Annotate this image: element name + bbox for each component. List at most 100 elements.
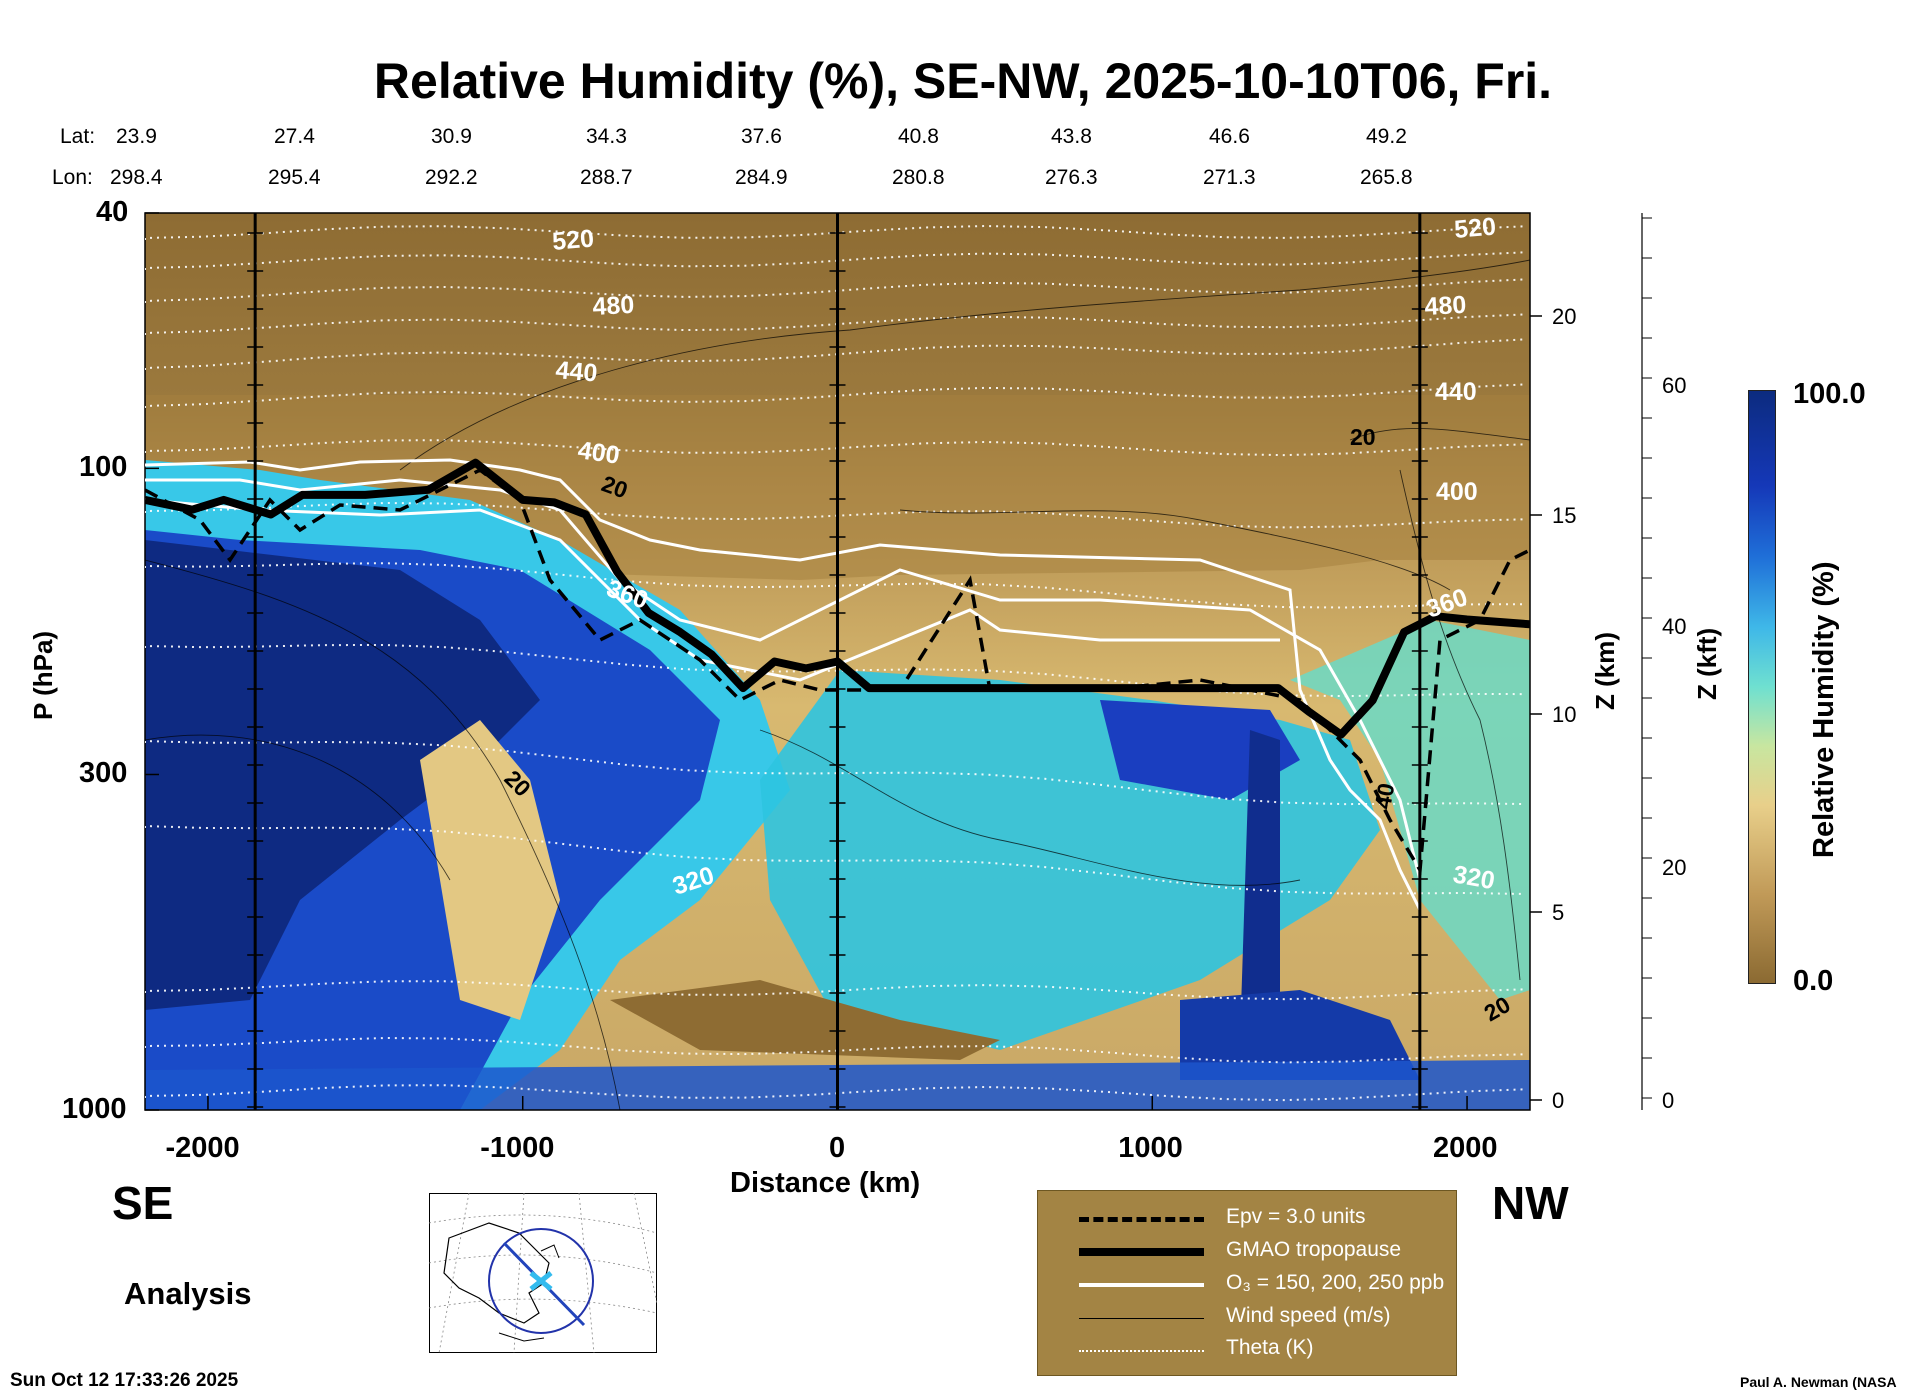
lon-value: 288.7 [580, 166, 633, 189]
theta-contour [145, 439, 1526, 457]
theta-contour [145, 224, 1526, 240]
z-kft-tick-label: 60 [1662, 373, 1687, 398]
lon-value: 295.4 [268, 166, 321, 189]
z-km-tick-label: 15 [1552, 503, 1577, 528]
footer-timestamp: Sun Oct 12 17:33:26 2025 [10, 1370, 239, 1391]
x-tick-label: 2000 [1433, 1132, 1498, 1164]
theta-contour [145, 313, 1526, 335]
map-frame [429, 1193, 657, 1353]
lat-label: Lat: [60, 125, 96, 148]
legend: Epv = 3.0 units GMAO tropopause O₃ = 150… [1037, 1190, 1457, 1376]
y-tick-label: 300 [79, 757, 128, 790]
lat-value: 30.9 [431, 125, 472, 148]
reference-verticals [247, 213, 1428, 1110]
wind-contour [899, 509, 1451, 591]
rh-moist-region-nw [1290, 620, 1530, 1000]
ozone-contour [145, 498, 1280, 682]
theta-contour [145, 824, 1526, 895]
z-kft-tick-label: 0 [1662, 1088, 1675, 1113]
lat-value: 49.2 [1366, 125, 1407, 148]
theta-label: 400 [1436, 478, 1478, 506]
x-tick-label: -1000 [480, 1132, 555, 1164]
lat-value: 27.4 [274, 125, 315, 148]
colorbar-max-label: 100.0 [1793, 378, 1866, 410]
theta-label: 440 [1435, 378, 1477, 406]
z-kft-axis-label: Z (kft) [1692, 627, 1722, 700]
epv-contour-path [145, 467, 1530, 876]
lat-value: 34.3 [586, 125, 627, 148]
colorbar-label: Relative Humidity (%) [1808, 561, 1840, 859]
wind-contour [399, 259, 1530, 471]
theta-label: 400 [576, 436, 621, 470]
lat-value: 43.8 [1051, 125, 1092, 148]
map-center-mark-cross [529, 1271, 553, 1291]
lon-value: 298.4 [110, 166, 163, 189]
theta-contour [145, 643, 1526, 698]
z-km-axis-label: Z (km) [1590, 632, 1620, 710]
legend-label: GMAO tropopause [1226, 1238, 1402, 1261]
x-tick-label: 1000 [1118, 1132, 1183, 1164]
locator-map [429, 1193, 657, 1353]
direction-nw-label: NW [1492, 1177, 1569, 1229]
z-km-tick-label: 0 [1552, 1088, 1565, 1113]
colorbar-min-label: 0.0 [1793, 965, 1834, 997]
theta-label: 480 [1424, 291, 1467, 321]
wind-contour [145, 559, 621, 1110]
wind-label: 40 [1369, 781, 1399, 811]
theta-contour [145, 278, 1526, 303]
lon-value: 276.3 [1045, 166, 1098, 189]
legend-swatch-white [1079, 1283, 1204, 1287]
legend-item-wind: Wind speed (m/s) [1038, 1304, 1456, 1334]
lat-value: 37.6 [741, 125, 782, 148]
axis-ticks [145, 212, 1542, 1111]
map-coastline [443, 1222, 550, 1324]
legend-label: Epv = 3.0 units [1226, 1205, 1366, 1228]
theta-contour [145, 1036, 1526, 1064]
ozone-contour [145, 458, 1422, 911]
y-tick-label: 100 [79, 451, 128, 484]
legend-label: Wind speed (m/s) [1226, 1304, 1391, 1327]
rh-wet-boundary-layer [1180, 990, 1420, 1080]
theta-label: 480 [592, 291, 635, 321]
map-coastline-ne [540, 1244, 560, 1259]
legend-label: O₃ = 150, 200, 250 ppb [1226, 1271, 1445, 1294]
lon-value: 284.9 [735, 166, 788, 189]
map-graticule [429, 1193, 657, 1353]
legend-item-tropopause: GMAO tropopause [1038, 1238, 1456, 1268]
legend-item-epv: Epv = 3.0 units [1038, 1205, 1456, 1235]
map-range-circle [488, 1228, 594, 1334]
z-kft-tick-label: 20 [1662, 855, 1687, 880]
lat-value: 40.8 [898, 125, 939, 148]
chart-title: Relative Humidity (%), SE-NW, 2025-10-10… [373, 53, 1553, 109]
theta-contour [145, 1084, 1526, 1102]
legend-swatch-thin [1079, 1318, 1204, 1319]
theta-label: 440 [554, 356, 598, 388]
wind-contour [145, 734, 451, 881]
theta-contour [145, 501, 1526, 529]
theta-label: 520 [551, 224, 595, 256]
theta-label: 520 [1453, 212, 1497, 244]
wind-contour [1349, 428, 1530, 441]
legend-swatch-dashed [1079, 1217, 1204, 1222]
rh-dry-pocket [610, 980, 1000, 1060]
colorbar [1748, 390, 1776, 984]
y-tick-label: 40 [96, 196, 129, 228]
theta-contour [145, 383, 1526, 408]
z-km-tick-label: 20 [1552, 304, 1577, 329]
tropopause-line [145, 458, 1530, 739]
legend-item-ozone: O₃ = 150, 200, 250 ppb [1038, 1271, 1456, 1301]
lon-label: Lon: [52, 166, 93, 189]
theta-contour [145, 739, 1526, 806]
z-km-tick-label: 10 [1552, 702, 1577, 727]
z-km-tick-label: 5 [1552, 900, 1565, 925]
analysis-label: Analysis [124, 1276, 252, 1311]
rh-dry-tongue [420, 720, 560, 1020]
map-coastline-south [498, 1332, 545, 1342]
lat-value: 23.9 [116, 125, 157, 148]
wind-label: 20 [1350, 424, 1376, 450]
z-kft-tick-label: 40 [1662, 614, 1687, 639]
rh-saturated-region-se [145, 540, 540, 1010]
y-tick-label: 1000 [62, 1093, 127, 1125]
x-tick-label: -2000 [165, 1132, 240, 1164]
